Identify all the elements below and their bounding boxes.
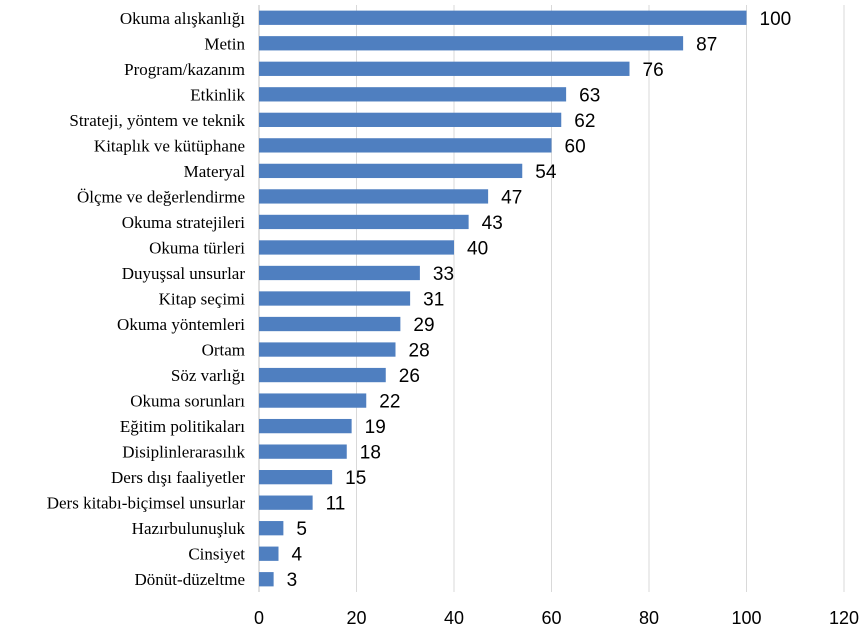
data-label: 100	[760, 9, 792, 30]
gridlines	[258, 5, 845, 592]
category-label: Etkinlik	[190, 85, 245, 104]
data-label: 43	[482, 213, 503, 234]
data-label: 26	[399, 366, 420, 387]
data-label: 33	[433, 264, 454, 285]
data-label: 63	[579, 85, 600, 106]
bar	[259, 521, 284, 536]
bars	[259, 10, 747, 587]
data-label: 40	[467, 238, 488, 259]
x-tick-label: 0	[254, 608, 264, 628]
data-label: 5	[296, 519, 307, 540]
data-label: 54	[535, 162, 557, 183]
category-label: Söz varlığı	[171, 366, 245, 385]
bar	[259, 418, 352, 434]
data-label: 29	[413, 315, 434, 336]
value-labels: 1008776636260544743403331292826221918151…	[287, 9, 792, 591]
x-tick-label: 40	[444, 608, 464, 628]
bar	[259, 10, 747, 25]
data-label: 15	[345, 468, 366, 489]
data-label: 87	[696, 34, 717, 55]
bar	[259, 342, 396, 357]
category-label: Kitap seçimi	[159, 290, 246, 309]
category-label: Program/kazanım	[124, 60, 245, 79]
bar	[259, 240, 454, 255]
x-tick-label: 60	[541, 608, 561, 628]
data-label: 31	[423, 290, 444, 311]
category-label: Okuma stratejileri	[122, 213, 245, 232]
category-label: Okuma yöntemleri	[117, 315, 245, 334]
x-axis-ticks: 0 20 40 60 80 100 120	[254, 608, 859, 628]
category-label: Eğitim politikaları	[120, 417, 245, 436]
category-labels: Okuma alışkanlığı Metin Program/kazanım Etk…	[47, 9, 246, 589]
category-label: Ders kitabı-biçimsel unsurlar	[47, 494, 246, 513]
category-label: Materyal	[184, 162, 246, 181]
data-label: 11	[326, 494, 346, 515]
bar	[259, 87, 567, 102]
category-label: Okuma alışkanlığı	[120, 9, 245, 28]
category-label: Kitaplık ve kütüphane	[94, 136, 245, 155]
data-label: 47	[501, 187, 522, 208]
category-label: Hazırbulunuşluk	[132, 519, 246, 538]
category-label: Dönüt-düzeltme	[135, 570, 245, 589]
data-label: 4	[292, 545, 303, 566]
bar	[259, 393, 367, 408]
x-tick-label: 100	[731, 608, 761, 628]
data-label: 18	[360, 443, 381, 464]
data-label: 76	[643, 60, 664, 81]
bar	[259, 265, 420, 281]
category-label: Okuma sorunları	[130, 392, 245, 411]
data-label: 3	[287, 570, 298, 591]
data-label: 22	[379, 392, 400, 413]
x-tick-label: 20	[346, 608, 366, 628]
bar	[259, 495, 313, 510]
category-label: Ölçme ve değerlendirme	[77, 187, 245, 206]
category-label: Metin	[204, 34, 245, 53]
bar	[259, 367, 386, 383]
bar	[259, 112, 562, 127]
data-label: 19	[365, 417, 386, 438]
bar	[259, 36, 684, 51]
category-label: Okuma türleri	[149, 238, 245, 257]
bar	[259, 444, 347, 459]
category-label: Disiplinlerarasılık	[122, 443, 245, 462]
bar	[259, 316, 401, 332]
category-label: Duyuşsal unsurlar	[122, 264, 246, 283]
data-label: 62	[574, 111, 595, 132]
bar	[259, 189, 489, 204]
bar	[259, 291, 411, 306]
bar	[259, 572, 274, 587]
bar	[259, 214, 469, 230]
data-label: 28	[409, 341, 430, 362]
bar	[259, 546, 279, 561]
bar	[259, 470, 333, 485]
data-label: 60	[565, 136, 586, 157]
category-label: Ders dışı faaliyetler	[111, 468, 245, 487]
category-label: Strateji, yöntem ve teknik	[69, 111, 245, 130]
bar	[259, 138, 552, 153]
bar	[259, 163, 523, 179]
bar	[259, 61, 630, 76]
category-label: Ortam	[202, 341, 245, 360]
category-label: Cinsiyet	[188, 545, 245, 564]
x-tick-label: 120	[829, 608, 859, 628]
x-tick-label: 80	[639, 608, 659, 628]
